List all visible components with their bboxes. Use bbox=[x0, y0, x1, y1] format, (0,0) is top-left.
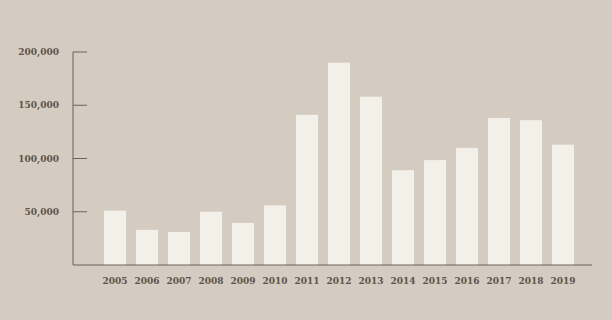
x-tick-label: 2007 bbox=[166, 276, 191, 286]
bar bbox=[392, 170, 414, 265]
bar bbox=[264, 205, 286, 265]
y-tick-label: 50,000 bbox=[25, 207, 59, 218]
y-tick bbox=[73, 211, 87, 212]
chart: 50,000 100,000 150,000 200,000 2005 2006 2007 2… bbox=[0, 0, 612, 320]
x-tick-label: 2006 bbox=[134, 276, 159, 286]
y-tick bbox=[73, 52, 87, 53]
y-tick-label: 150,000 bbox=[18, 100, 59, 111]
x-tick-label: 2008 bbox=[198, 276, 223, 286]
x-tick-label: 2014 bbox=[390, 276, 415, 286]
bar bbox=[488, 118, 510, 265]
x-tick-label: 2009 bbox=[230, 276, 255, 286]
bars bbox=[104, 63, 574, 265]
y-tick bbox=[73, 105, 87, 106]
bar bbox=[136, 230, 158, 265]
bar bbox=[456, 148, 478, 265]
y-tick-label: 200,000 bbox=[18, 47, 59, 58]
x-tick-label: 2012 bbox=[326, 276, 351, 286]
x-tick-label: 2015 bbox=[422, 276, 447, 286]
x-tick-label: 2017 bbox=[486, 276, 511, 286]
page: {"chart_data": {"type": "bar", "categori… bbox=[0, 0, 612, 320]
bar bbox=[424, 160, 446, 265]
bar bbox=[232, 223, 254, 265]
bar bbox=[552, 145, 574, 265]
y-tick-label: 100,000 bbox=[18, 154, 59, 165]
x-tick-label: 2019 bbox=[550, 276, 575, 286]
bar bbox=[200, 212, 222, 265]
bar bbox=[360, 97, 382, 265]
x-tick-label: 2011 bbox=[294, 276, 319, 286]
x-tick-label: 2016 bbox=[454, 276, 479, 286]
bar bbox=[520, 120, 542, 265]
bar bbox=[168, 232, 190, 265]
bar bbox=[296, 115, 318, 265]
x-axis-line bbox=[73, 265, 592, 266]
y-tick bbox=[73, 158, 87, 159]
x-tick-label: 2005 bbox=[102, 276, 127, 286]
x-tick-label: 2010 bbox=[262, 276, 287, 286]
x-tick-label: 2018 bbox=[518, 276, 543, 286]
bar bbox=[328, 63, 350, 265]
x-tick-label: 2013 bbox=[358, 276, 383, 286]
bar bbox=[104, 211, 126, 265]
